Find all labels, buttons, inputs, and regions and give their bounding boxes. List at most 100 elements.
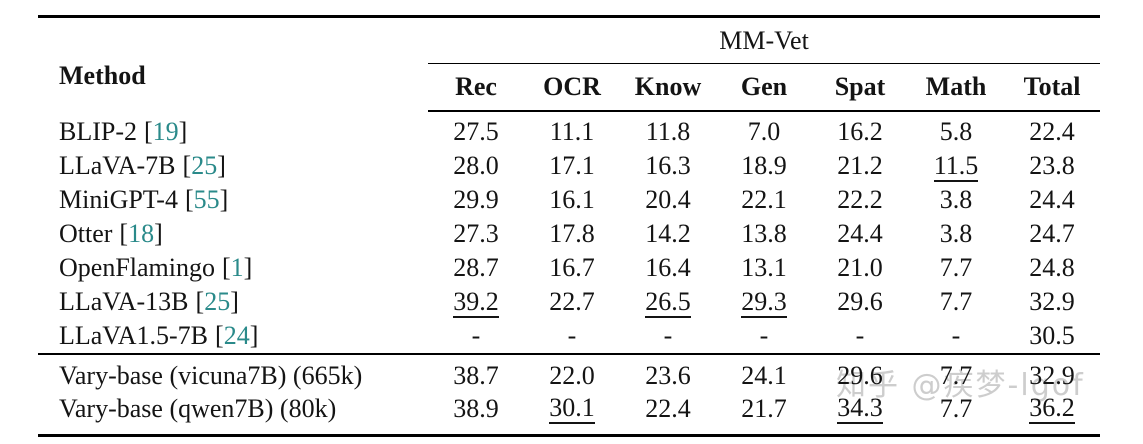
table-row: LLaVA-7B [25] 28.0 17.1 16.3 18.9 21.2 11… [38,149,1100,183]
cell-value: 7.7 [939,360,973,390]
cell-value: 29.6 [837,360,883,390]
cell-value-underlined: 34.3 [837,393,883,424]
cell-value: 22.0 [549,360,595,390]
table-row: BLIP-2 [19] 27.5 11.1 11.8 7.0 16.2 5.8 2… [38,111,1100,149]
cell-value: 38.7 [453,360,499,390]
benchmark-group-header: MM-Vet [428,16,1101,64]
cell-value: 28.7 [453,253,499,282]
method-name: LLaVA-13B [59,287,189,316]
citation-number[interactable]: 18 [128,219,155,248]
cell-value: 11.1 [549,117,595,146]
group-header-row: Method MM-Vet [38,16,1101,90]
citation: [55] [185,185,228,214]
cell-value: 24.7 [1029,219,1075,248]
cell-value: 16.4 [645,253,691,282]
cell-value: - [759,321,769,350]
cell-value: 20.4 [645,185,691,214]
cell-value: - [471,321,481,350]
cell-value: 24.8 [1029,253,1075,282]
method-name: OpenFlamingo [59,253,215,282]
cite-open-bracket: [ [119,219,129,248]
cell-value: 38.9 [453,393,499,423]
cell-value: 17.8 [549,219,595,248]
method-name: Vary-base (vicuna7B) (665k) [59,360,363,390]
cell-value: 16.7 [549,253,595,282]
vary-methods-group: Vary-base (vicuna7B) (665k) 38.7 22.0 23… [38,354,1101,436]
cell-value: 22.2 [837,185,883,214]
citation-number[interactable]: 25 [191,151,218,180]
cell-value: 21.2 [837,151,883,180]
table-row: Otter [18] 27.3 17.8 14.2 13.8 24.4 3.8 2… [38,217,1100,251]
table-row: LLaVA1.5-7B [24] - - - - - - 30.5 [38,319,1100,354]
column-header-math: Math [908,63,1004,112]
cite-close-bracket: ] [243,253,253,282]
method-name: Otter [59,219,113,248]
cite-close-bracket: ] [217,151,226,180]
cell-value: 21.7 [741,393,787,423]
citation: [25] [183,151,226,180]
column-header-rec: Rec [428,63,524,112]
citation-number[interactable]: 24 [223,321,250,350]
citation-number[interactable]: 1 [230,253,244,282]
cell-value: 29.9 [453,185,499,214]
column-header-spat: Spat [812,63,908,112]
cell-value: - [567,321,577,350]
citation-number[interactable]: 25 [204,287,231,316]
cell-value: 7.7 [939,287,973,316]
cell-value: 22.1 [741,185,787,214]
cell-value: 16.1 [549,185,595,214]
method-name: BLIP-2 [59,116,137,146]
cell-value: 13.1 [741,253,787,282]
cell-value: 24.1 [741,360,787,390]
method-name: LLaVA1.5-7B [59,321,209,350]
cell-value: 7.0 [747,117,781,146]
cell-value: - [663,321,673,350]
citation-number[interactable]: 55 [193,185,220,214]
cite-close-bracket: ] [219,185,229,214]
cell-value: 7.7 [939,393,973,423]
baseline-methods-group: BLIP-2 [19] 27.5 11.1 11.8 7.0 16.2 5.8 2… [38,111,1100,354]
cell-value: 23.6 [645,360,691,390]
cell-value: 11.8 [645,117,691,146]
cell-value: 27.3 [453,219,499,248]
table-row: Vary-base (qwen7B) (80k) 38.9 30.1 22.4 … [38,392,1100,436]
cite-close-bracket: ] [249,321,259,350]
cell-value: 18.9 [741,151,787,180]
cell-value: 24.4 [837,219,883,248]
cell-value: 3.8 [939,185,973,214]
cell-value: 3.8 [939,219,973,248]
cell-value: 22.4 [1029,117,1075,146]
cell-value: 16.3 [645,151,691,180]
cell-value-underlined: 11.5 [933,150,979,182]
method-name: LLaVA-7B [59,151,176,180]
cite-open-bracket: [ [195,287,205,316]
citation: [1] [222,253,252,282]
table-header: Method MM-Vet Rec OCR Know Gen Spat Math… [38,16,1101,112]
column-header-know: Know [620,63,716,112]
table-row: MiniGPT-4 [55] 29.9 16.1 20.4 22.1 22.2 3… [38,183,1100,217]
cell-value: - [855,321,865,350]
table-row: Vary-base (vicuna7B) (665k) 38.7 22.0 23… [38,354,1100,392]
cell-value-underlined: 26.5 [645,286,691,318]
cell-value: 17.1 [549,151,595,180]
cite-open-bracket: [ [215,321,224,350]
column-header-ocr: OCR [524,63,620,112]
cell-value: 22.7 [549,287,595,316]
cell-value-underlined: 36.2 [1029,393,1075,424]
table-row: LLaVA-13B [25] 39.2 22.7 26.5 29.3 29.6 7… [38,285,1100,319]
cell-value: 32.9 [1029,360,1075,390]
cell-value-underlined: 30.1 [549,393,595,424]
cell-value: 30.5 [1029,321,1075,350]
cite-close-bracket: ] [230,287,239,316]
citation-number[interactable]: 19 [152,116,179,146]
cell-value: 28.0 [453,151,499,180]
cell-value-underlined: 39.2 [453,286,499,318]
cell-value: 22.4 [645,393,691,423]
cell-value: 14.2 [645,219,691,248]
cell-value: 29.6 [837,287,883,316]
cell-value: 32.9 [1029,287,1075,316]
column-header-gen: Gen [716,63,812,112]
cite-open-bracket: [ [144,116,153,146]
cite-close-bracket: ] [154,219,163,248]
